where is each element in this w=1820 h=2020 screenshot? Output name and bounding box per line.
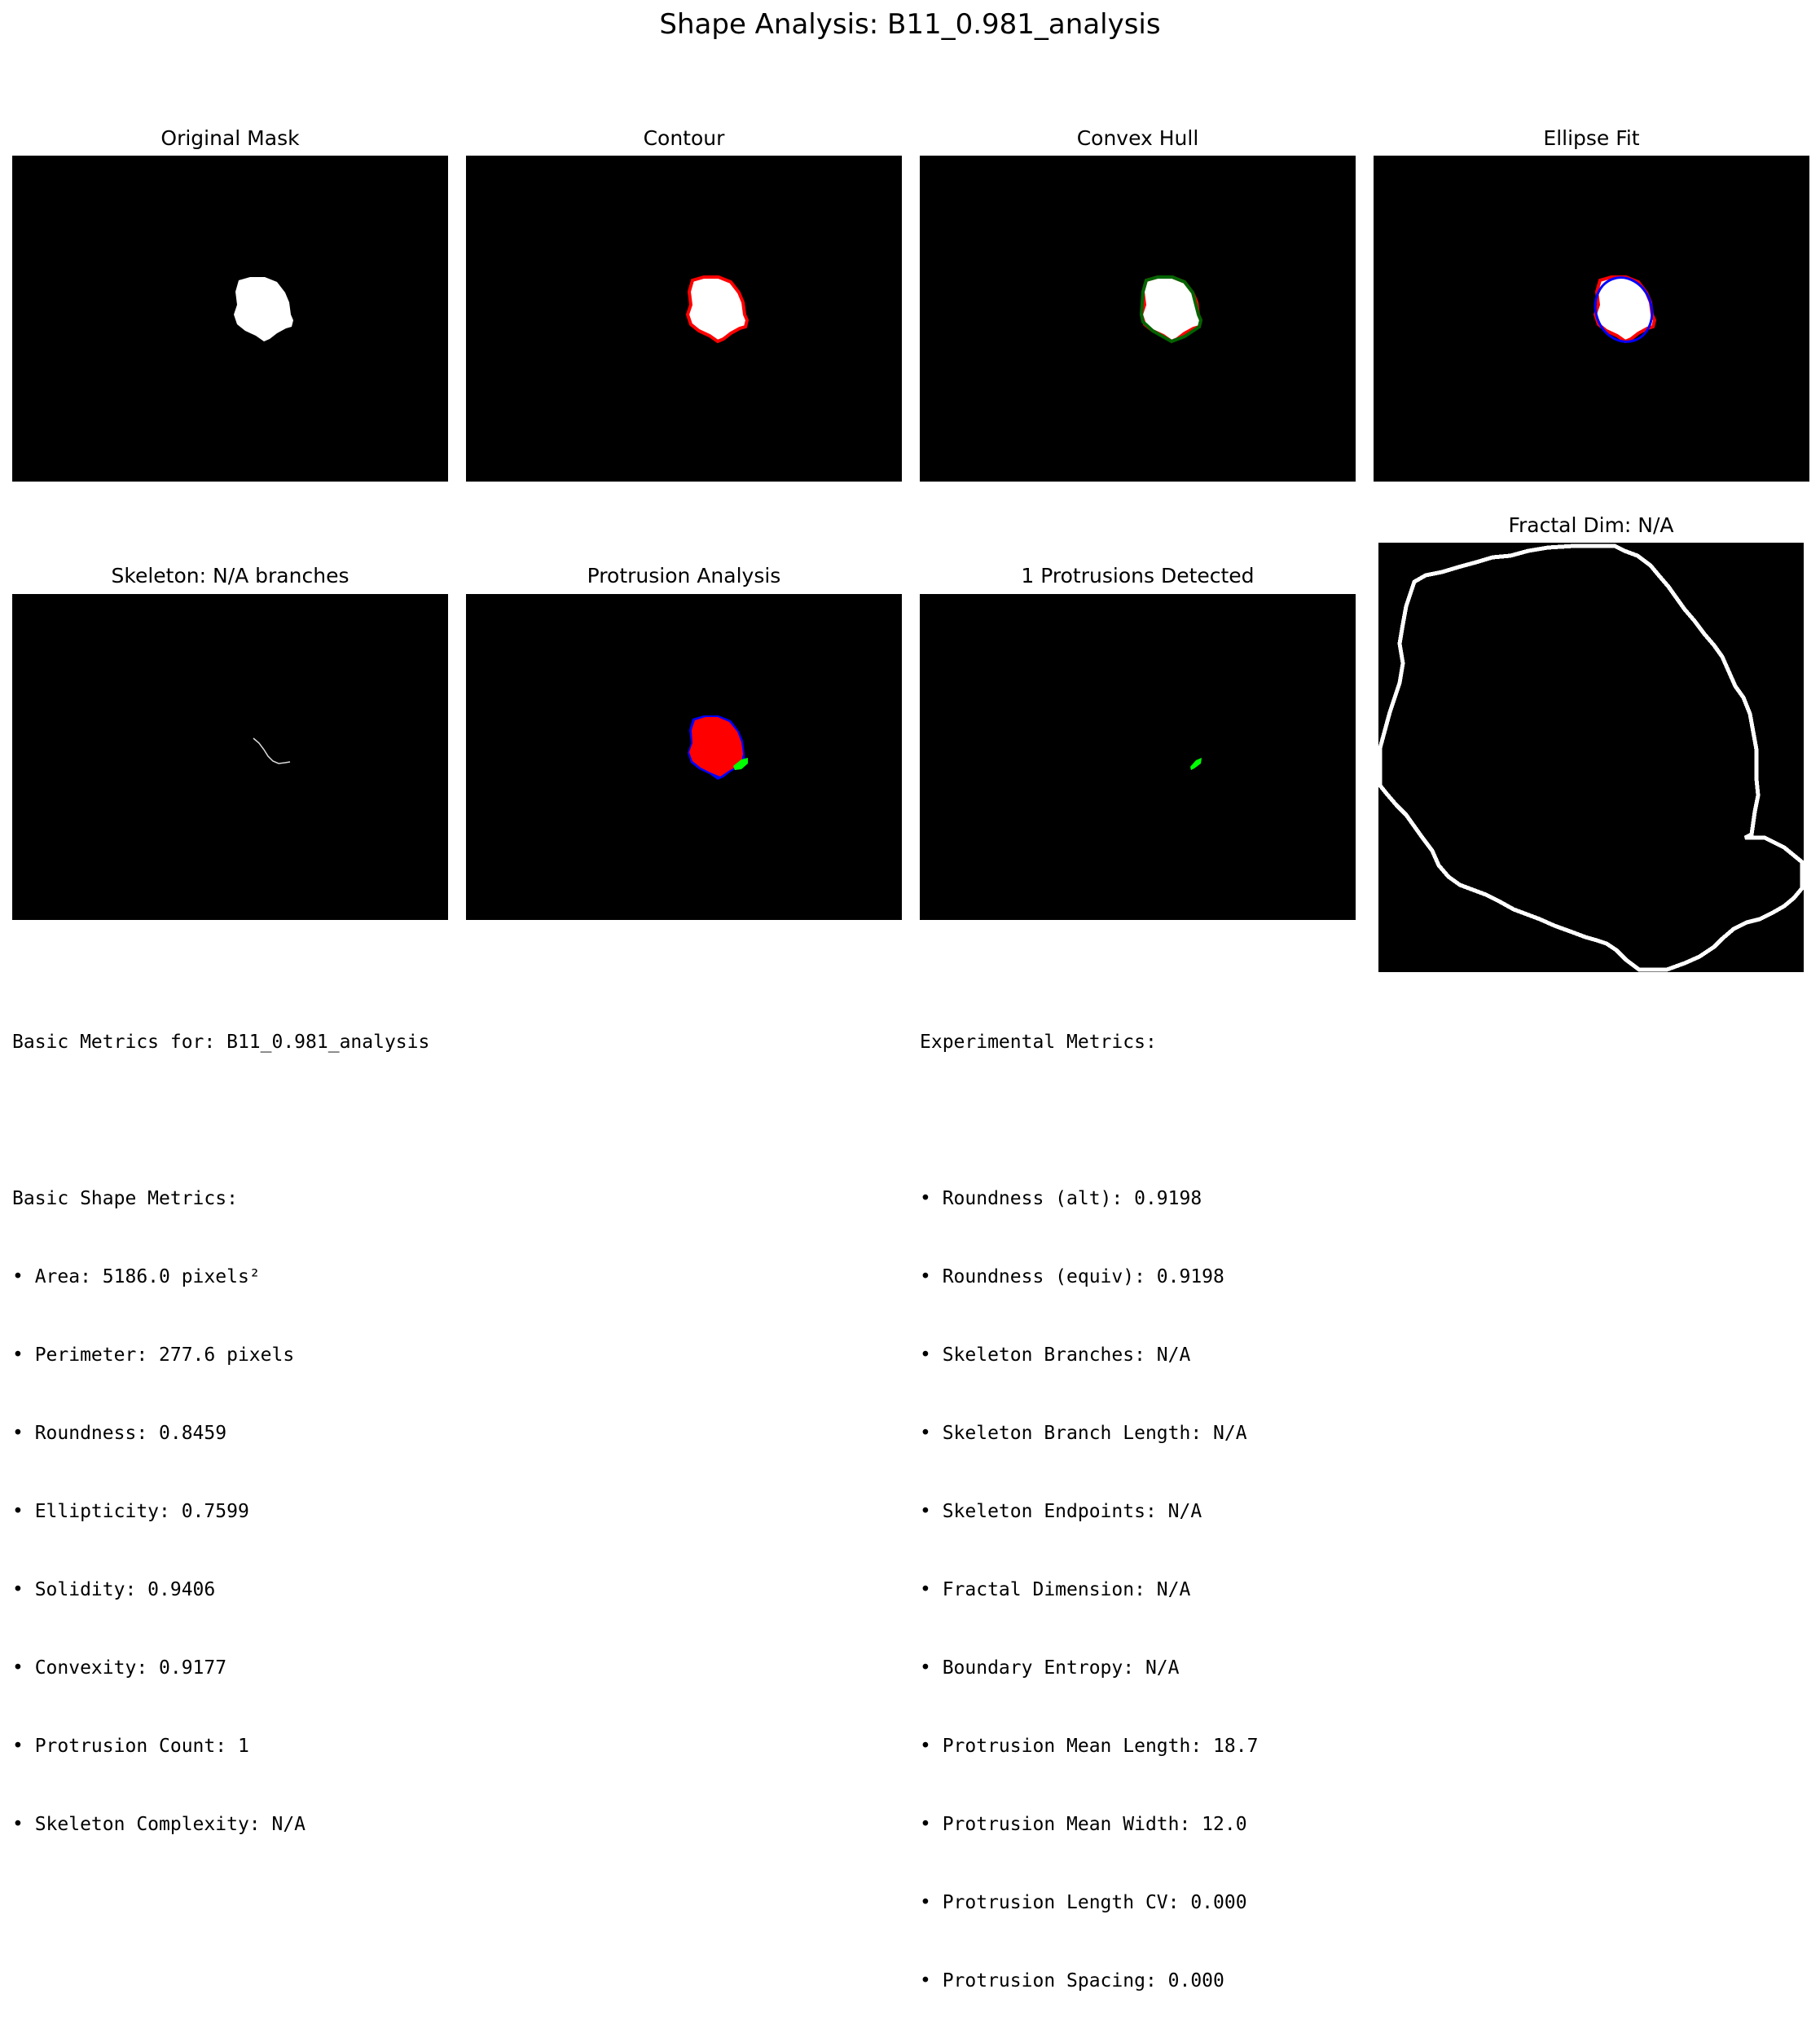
experimental-metric-item: • Protrusion Mean Length: 18.7	[920, 1736, 1259, 1757]
fractal-image	[1378, 543, 1804, 972]
basic-metrics-block: Basic Metrics for: B11_0.981_analysis Ba…	[12, 977, 429, 1864]
skeleton-title: Skeleton: N/A branches	[111, 564, 349, 588]
basic-metrics-header: Basic Metrics for: B11_0.981_analysis	[12, 1032, 430, 1053]
contour-image	[466, 156, 902, 482]
experimental-metrics-header: Experimental Metrics:	[920, 1032, 1157, 1053]
experimental-metric-item: • Roundness (equiv): 0.9198	[920, 1266, 1224, 1287]
protrusion-analysis-image	[466, 594, 902, 920]
protrusion-analysis-title: Protrusion Analysis	[587, 564, 781, 588]
experimental-metric-item: • Protrusion Spacing: 0.000	[920, 1970, 1224, 1991]
protrusions-detected-title: 1 Protrusions Detected	[1021, 564, 1255, 588]
original-mask-image	[12, 156, 448, 482]
basic-metrics-section: Basic Shape Metrics:	[12, 1188, 238, 1209]
basic-metric-item: • Roundness: 0.8459	[12, 1423, 227, 1444]
experimental-metric-item: • Protrusion Mean Width: 12.0	[920, 1814, 1247, 1835]
experimental-metric-item: • Skeleton Endpoints: N/A	[920, 1501, 1202, 1522]
convex-hull-title: Convex Hull	[1076, 126, 1199, 150]
basic-metric-item: • Area: 5186.0 pixels²	[12, 1266, 261, 1287]
original-mask-title: Original Mask	[160, 126, 300, 150]
experimental-metric-item: • Protrusion Length CV: 0.000	[920, 1892, 1247, 1913]
fractal-title: Fractal Dim: N/A	[1508, 513, 1674, 537]
protrusions-detected-image	[920, 594, 1356, 920]
experimental-metric-item: • Skeleton Branches: N/A	[920, 1344, 1191, 1366]
basic-metric-item: • Solidity: 0.9406	[12, 1579, 216, 1600]
convex-hull-image	[920, 156, 1356, 482]
experimental-metric-item: • Boundary Entropy: N/A	[920, 1657, 1180, 1679]
experimental-metrics-block: Experimental Metrics: • Roundness (alt):…	[920, 977, 1258, 2020]
basic-metric-item: • Ellipticity: 0.7599	[12, 1501, 249, 1522]
basic-metric-item: • Protrusion Count: 1	[12, 1736, 249, 1757]
experimental-metric-item: • Fractal Dimension: N/A	[920, 1579, 1191, 1600]
ellipse-fit-image	[1374, 156, 1809, 482]
experimental-metric-item: • Roundness (alt): 0.9198	[920, 1188, 1202, 1209]
ellipse-fit-title: Ellipse Fit	[1543, 126, 1640, 150]
basic-metric-item: • Perimeter: 277.6 pixels	[12, 1344, 295, 1366]
basic-metric-item: • Convexity: 0.9177	[12, 1657, 227, 1679]
skeleton-image	[12, 594, 448, 920]
experimental-metric-item: • Skeleton Branch Length: N/A	[920, 1423, 1247, 1444]
contour-title: Contour	[643, 126, 725, 150]
basic-metric-item: • Skeleton Complexity: N/A	[12, 1814, 306, 1835]
figure-title: Shape Analysis: B11_0.981_analysis	[659, 8, 1161, 41]
